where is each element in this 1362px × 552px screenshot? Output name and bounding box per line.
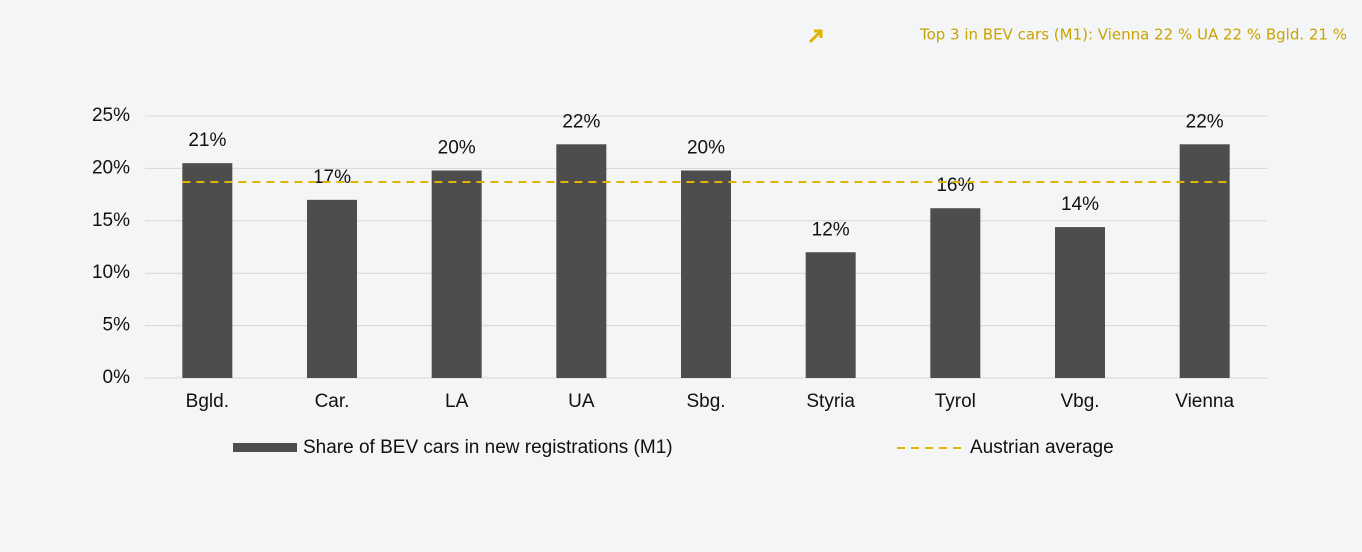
bar (930, 208, 981, 378)
value-label: 20% (687, 138, 725, 159)
bar (681, 170, 731, 378)
value-label: 20% (438, 138, 476, 159)
value-label: 21% (188, 130, 226, 151)
bar (182, 163, 233, 378)
value-label: 22% (1186, 111, 1224, 132)
arrow-icon (808, 29, 823, 44)
bar (1055, 227, 1105, 378)
bar (1179, 144, 1230, 378)
y-tick-label: 5% (103, 315, 131, 336)
x-tick-label: Tyrol (935, 391, 976, 412)
y-tick-label: 10% (92, 262, 130, 283)
bar (805, 252, 856, 378)
annotation: Top 3 in BEV cars (M1): Vienna 22 % UA 2… (919, 26, 1347, 44)
value-label: 17% (313, 167, 351, 188)
x-tick-label: Vienna (1175, 391, 1234, 412)
y-tick-label: 0% (103, 367, 131, 388)
x-tick-label: Styria (806, 391, 855, 412)
value-label: 14% (1061, 194, 1099, 215)
x-tick-label: Vbg. (1060, 391, 1099, 412)
x-tick-label: LA (445, 391, 469, 412)
y-tick-label: 20% (92, 157, 130, 178)
bar (556, 144, 607, 378)
y-tick-label: 25% (92, 105, 130, 126)
value-label: 12% (812, 219, 850, 240)
x-tick-label: Car. (315, 391, 350, 412)
legend-swatch (233, 443, 297, 452)
bar (307, 199, 357, 378)
x-tick-label: UA (568, 391, 595, 412)
value-label: 22% (562, 111, 600, 132)
legend-label: Austrian average (970, 437, 1114, 458)
x-tick-label: Bgld. (186, 391, 229, 412)
bar (431, 170, 482, 378)
value-label: 16% (936, 175, 974, 196)
y-tick-label: 15% (92, 210, 130, 231)
legend-label: Share of BEV cars in new registrations (… (303, 437, 673, 458)
x-tick-label: Sbg. (686, 391, 725, 412)
